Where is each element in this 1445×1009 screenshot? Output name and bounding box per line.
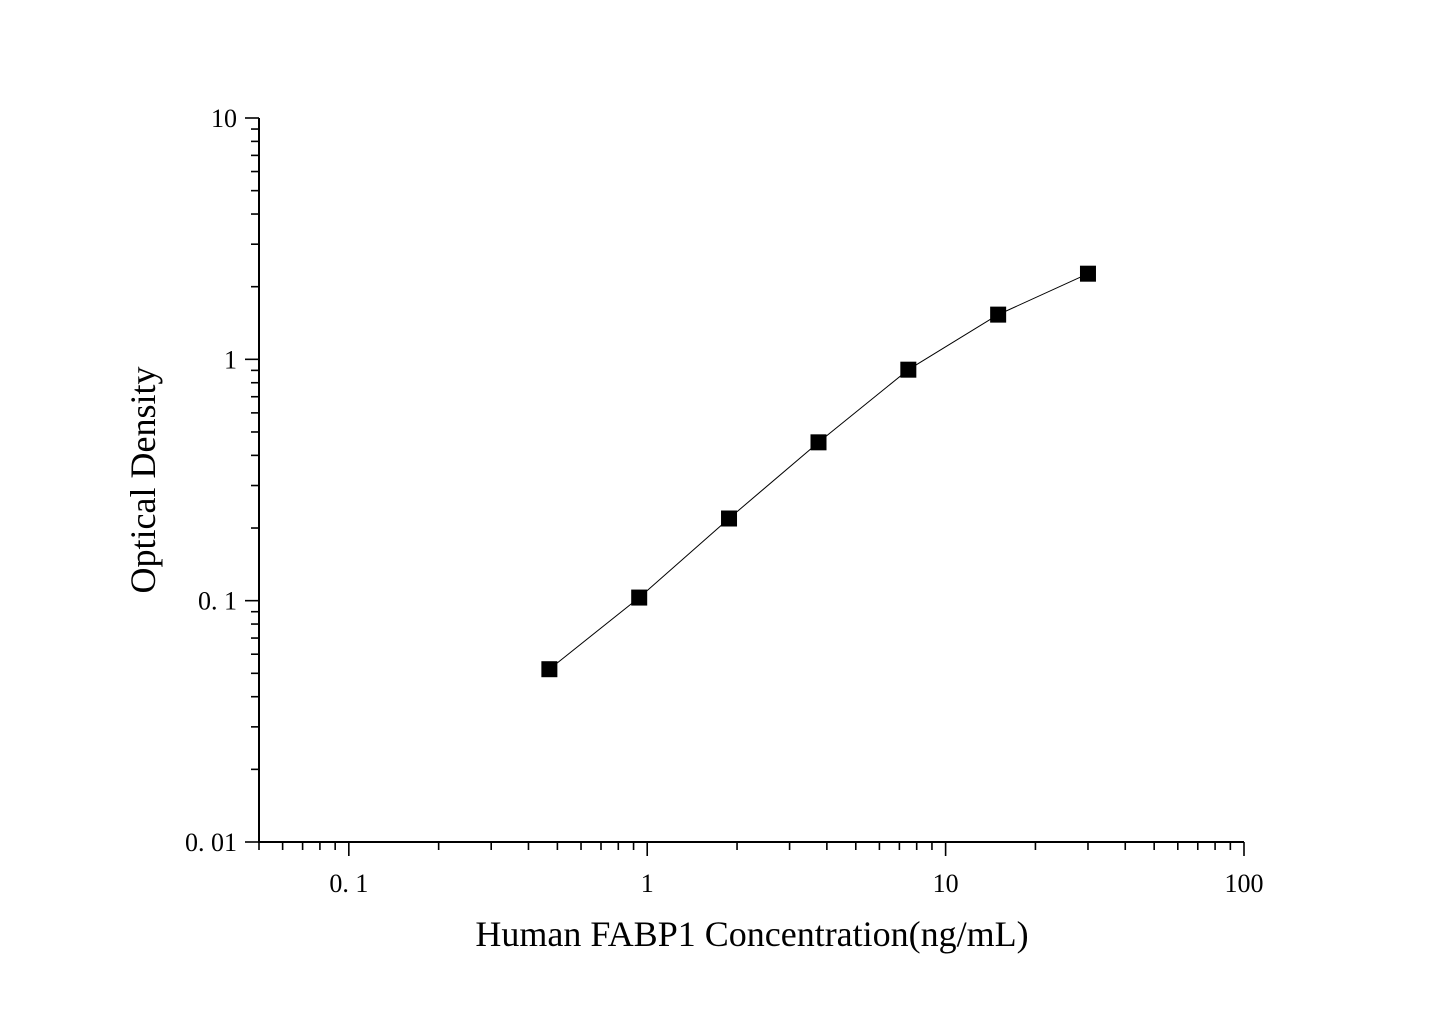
data-point [721,510,738,527]
axes [258,118,1244,843]
y-tick-label: 1 [224,345,237,374]
x-axis-label: Human FABP1 Concentration(ng/mL) [475,914,1028,954]
tick-labels: 0. 1 1 10 100 0. 01 0. 1 1 10 [185,104,1264,898]
data-point [900,361,917,378]
data-point [541,661,558,678]
series-line [549,273,1089,670]
data-point [631,589,648,606]
y-axis-label: Optical Density [123,367,163,594]
x-tick-label: 10 [933,869,959,898]
series [541,265,1096,678]
data-point [1079,265,1096,282]
x-tick-label: 100 [1225,869,1264,898]
ticks [245,117,1245,856]
x-tick-label: 0. 1 [329,869,368,898]
data-point [810,434,827,451]
x-tick-label: 1 [641,869,654,898]
data-point [990,306,1007,323]
y-tick-label: 0. 01 [185,828,237,857]
y-tick-label: 10 [211,104,237,133]
y-tick-label: 0. 1 [198,587,237,616]
